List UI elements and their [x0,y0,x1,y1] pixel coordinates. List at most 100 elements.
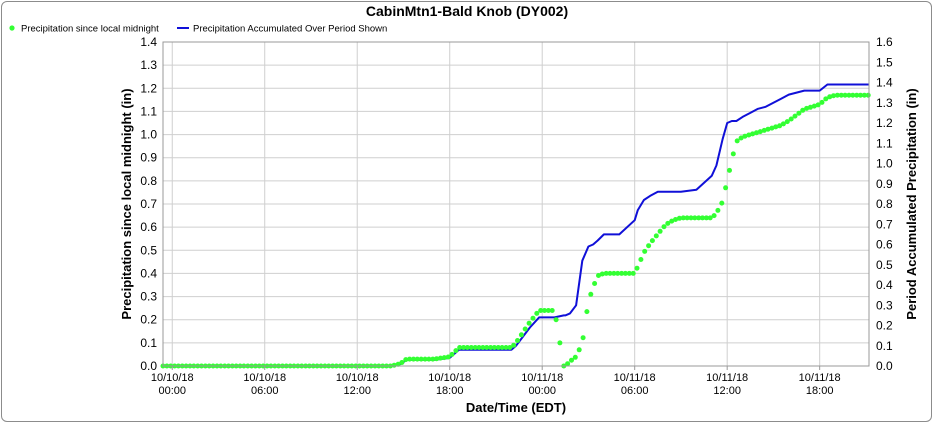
left-axis-tick-label: 0.2 [140,313,157,327]
left-axis-ticks: 0.0 0.1 0.2 0.3 0.4 0.5 0.6 0.7 0.8 0.9 1.0 1.1 1.2 1… [140,35,157,373]
series-point-since-midnight [449,351,455,357]
legend-marker-midnight [9,25,15,31]
right-axis-title: Period Accumulated Precipitation (in) [904,88,919,319]
x-axis-tick-time: 06:00 [251,385,279,397]
series-point-since-midnight [842,92,848,98]
series-point-since-midnight [715,207,721,213]
series-point-since-midnight [565,361,571,367]
series-point-since-midnight [784,119,790,125]
x-axis-tick-date: 10/10/18 [151,372,194,384]
series-point-since-midnight [769,125,775,131]
right-axis-ticks: 0.0 0.1 0.2 0.3 0.4 0.5 0.6 0.7 0.8 0.9 1.0 1.1 1.2 1… [876,35,893,373]
legend: Precipitation since local midnight Preci… [9,24,387,35]
series-point-since-midnight [734,138,740,144]
series-point-since-midnight [607,270,613,276]
series-point-since-midnight [584,309,590,315]
series-point-since-midnight [441,355,447,361]
series-point-since-midnight [411,356,416,362]
series-point-since-midnight [861,92,867,98]
series-point-since-midnight [414,356,420,362]
series-point-since-midnight [580,335,586,341]
series-point-since-midnight [464,345,470,350]
series-point-since-midnight [865,92,871,98]
left-axis-tick-label: 1.4 [140,35,157,49]
left-axis-tick-label: 0.0 [140,359,157,373]
right-axis-tick-label: 0.8 [876,197,893,211]
series-point-since-midnight [522,326,528,332]
series-point-since-midnight [619,270,625,276]
series-point-since-midnight [804,105,810,111]
series-point-since-midnight [530,315,536,321]
series-point-since-midnight [800,107,806,113]
series-point-since-midnight [430,356,436,362]
series-point-since-midnight [765,126,771,132]
series-point-since-midnight [572,354,578,360]
series-point-since-midnight [649,238,655,244]
series-point-since-midnight [700,215,705,221]
series-point-since-midnight [780,121,786,127]
series-point-since-midnight [730,151,736,157]
right-axis-tick-label: 1.1 [876,136,893,150]
series-point-since-midnight [484,345,490,350]
series-point-since-midnight [711,213,717,219]
x-axis-title: Date/Time (EDT) [466,400,566,415]
legend-label-accumulated: Precipitation Accumulated Over Period Sh… [193,24,387,35]
x-axis-tick-time: 12:00 [343,385,371,397]
series-point-since-midnight [823,96,829,102]
series-point-since-midnight [634,265,640,271]
series-point-since-midnight [622,270,628,276]
series-point-since-midnight [738,135,744,141]
series-point-since-midnight [792,113,798,119]
series-point-since-midnight [707,215,713,221]
x-axis-tick-date: 10/10/18 [243,372,286,384]
series-point-since-midnight [661,224,667,230]
x-axis-tick-time: 00:00 [158,385,186,397]
series-point-since-midnight [576,347,582,353]
series-point-since-midnight [569,357,574,363]
right-axis-tick-label: 0.6 [876,238,893,252]
series-point-since-midnight [757,129,763,135]
left-axis-tick-label: 0.1 [140,336,157,350]
series-point-since-midnight [665,220,671,226]
series-point-since-midnight [653,233,659,239]
x-axis-tick-time: 00:00 [528,385,556,397]
series-point-since-midnight [638,257,644,262]
right-axis-tick-label: 0.5 [876,258,893,272]
series-point-since-midnight [746,132,752,138]
series-point-since-midnight [811,103,817,109]
left-axis-tick-label: 0.6 [140,220,157,234]
series-point-since-midnight [599,271,605,277]
series-point-since-midnight [476,345,482,350]
series-point-since-midnight [603,270,609,276]
series-point-since-midnight [472,345,478,350]
series-point-since-midnight [503,345,509,350]
series-point-since-midnight [526,320,532,326]
series-point-since-midnight [457,345,463,350]
series-point-since-midnight [445,354,451,360]
left-axis-tick-label: 0.8 [140,174,157,188]
series-point-since-midnight [742,133,748,139]
series-point-since-midnight [592,281,598,286]
series-point-since-midnight [777,123,783,129]
series-point-since-midnight [646,243,652,249]
x-axis-tick-date: 10/11/18 [614,372,656,384]
x-axis-tick-time: 12:00 [713,385,741,397]
series-point-since-midnight [434,356,440,362]
series-point-since-midnight [488,345,494,350]
series-point-since-midnight [480,345,486,350]
series-point-since-midnight [673,217,678,222]
right-axis-tick-label: 0.7 [876,217,893,231]
series-point-since-midnight [642,248,648,254]
plot-area-border [162,41,870,367]
series-point-since-midnight [468,345,474,350]
series-point-since-midnight [495,345,501,350]
series-point-since-midnight [684,215,690,221]
right-axis-tick-label: 0.9 [876,177,893,191]
series-point-since-midnight [680,215,686,221]
left-axis-tick-label: 1.1 [140,104,157,118]
right-axis-tick-label: 0.2 [876,319,893,333]
series-point-since-midnight [557,340,563,346]
x-axis-tick-date: 10/10/18 [336,372,379,384]
series-point-since-midnight [438,355,443,361]
